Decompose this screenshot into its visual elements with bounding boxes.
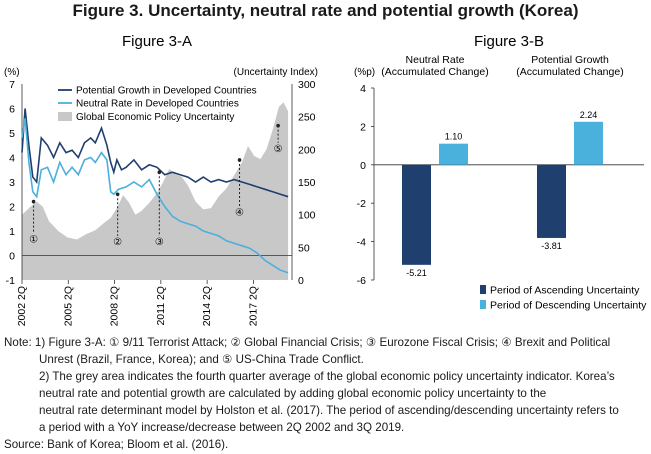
y-axis-label-left: (%)	[4, 67, 20, 78]
figure-3a-chart: Figure 3-A (%) (Uncertainty Index) -1 0 1 2 3 4 5…	[4, 33, 318, 326]
legend-swatch	[480, 285, 486, 294]
y-tick-label-right: 150	[298, 177, 316, 189]
note-line: 2) The grey area indicates the fourth qu…	[39, 370, 615, 383]
group-label: Potential Growth	[531, 54, 609, 66]
figure-title: Figure 3. Uncertainty, neutral rate and …	[72, 1, 579, 20]
legend-label-neutral: Neutral Rate in Developed Countries	[76, 99, 239, 110]
y-tick-label-left: 6	[9, 104, 15, 116]
y-axis-label-right: (Uncertainty Index)	[234, 67, 318, 78]
bar-data-label: -3.81	[541, 241, 562, 251]
x-tick-label: 2002 2Q	[16, 286, 28, 326]
y-tick-label-right: 300	[298, 79, 316, 91]
x-tick-label: 2014 2Q	[201, 286, 213, 326]
chart-title: Figure 3-A	[122, 33, 192, 50]
event-marker-label: ②	[113, 237, 122, 248]
y-tick-label-left: 7	[9, 79, 15, 91]
y-tick-label-left: 1	[9, 226, 15, 238]
note-line: Unrest (Brazil, France, Korea); and ⑤ US…	[39, 353, 364, 366]
note-line: neutral rate determinant model by Holsto…	[39, 404, 619, 417]
legend-label: Period of Ascending Uncertainty	[490, 285, 640, 297]
event-marker-label: ①	[29, 234, 38, 245]
legend-label-uncertainty: Global Economic Policy Uncertainty	[76, 112, 234, 123]
potential-growth-line	[21, 108, 289, 198]
y-tick-label-left: 2	[9, 202, 15, 214]
y-tick-label: 2	[360, 121, 366, 133]
bar	[574, 121, 603, 165]
y-tick-label-right: 200	[298, 144, 316, 156]
group-label: (Accumulated Change)	[516, 66, 623, 78]
note-line: Note: 1) Figure 3-A: ① 9/11 Terrorist At…	[4, 336, 611, 349]
legend-label: Period of Descending Uncertainty	[490, 300, 647, 312]
event-marker-dot	[276, 123, 280, 128]
y-tick-label-left: -1	[6, 275, 15, 287]
x-tick-label: 2017 2Q	[247, 286, 259, 326]
event-marker-dot	[237, 158, 242, 162]
y-tick-label: -4	[357, 237, 366, 249]
y-tick-label-right: 50	[298, 242, 310, 254]
y-tick-label: -6	[357, 275, 366, 287]
x-tick-label: 2008 2Q	[109, 286, 121, 326]
bar	[402, 164, 431, 265]
uncertainty-area	[22, 102, 289, 280]
bar	[439, 143, 468, 165]
legend-swatch	[480, 300, 486, 309]
y-tick-label-left: 5	[9, 128, 15, 140]
x-tick-label: 2005 2Q	[62, 286, 74, 326]
legend-label-potential: Potential Growth in Developed Countries	[76, 86, 257, 97]
y-tick-label: -2	[357, 198, 366, 210]
event-marker-dot	[157, 170, 162, 174]
bar-data-label: 2.24	[580, 110, 598, 120]
event-marker-dot	[115, 192, 120, 197]
x-tick-label: 2011 2Q	[155, 286, 167, 326]
neutral-rate-line	[21, 118, 289, 274]
event-marker-label: ③	[155, 237, 164, 248]
notes: Note: 1) Figure 3-A: ① 9/11 Terrorist At…	[4, 334, 649, 453]
legend-swatch-uncertainty	[58, 112, 72, 121]
y-tick-label-left: 0	[9, 251, 15, 263]
y-tick-label-right: 100	[298, 210, 316, 222]
event-marker-label: ⑤	[274, 144, 283, 155]
y-tick-label: 0	[360, 160, 366, 172]
group-label: Neutral Rate	[406, 54, 465, 66]
y-tick-label: 4	[360, 83, 366, 95]
y-tick-label-left: 3	[9, 177, 15, 189]
event-marker-dot	[31, 199, 36, 204]
bar-data-label: -5.21	[406, 268, 427, 278]
y-axis-label: (%p)	[354, 67, 375, 78]
note-line: a period with a YoY increase/decrease be…	[39, 421, 405, 434]
y-tick-label-right: 0	[298, 275, 304, 287]
group-label: (Accumulated Change)	[381, 66, 488, 78]
note-line: neutral rate and potential growth are ca…	[39, 387, 547, 400]
event-marker-label: ④	[235, 208, 244, 219]
chart-title: Figure 3-B	[474, 33, 544, 50]
y-tick-label-left: 4	[9, 153, 15, 165]
source-line: Source: Bank of Korea; Bloom et al. (201…	[4, 438, 229, 451]
bar	[537, 164, 566, 238]
bar-data-label: 1.10	[445, 132, 463, 142]
y-tick-label-right: 250	[298, 112, 316, 124]
